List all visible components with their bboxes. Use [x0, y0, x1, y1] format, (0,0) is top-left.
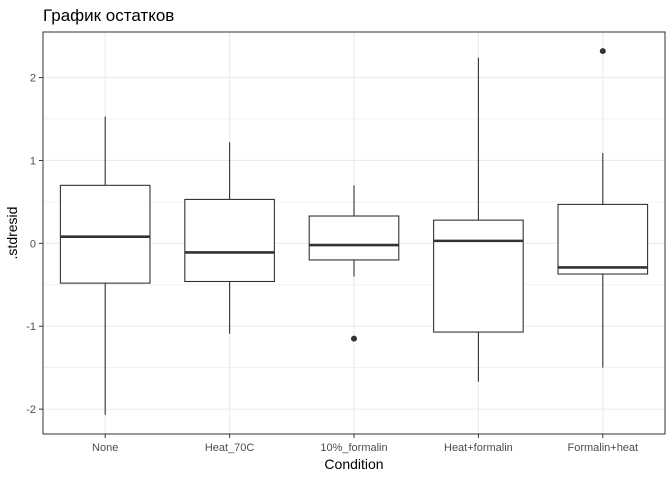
chart-title: График остатков	[43, 6, 174, 25]
x-tick-label: Heat+formalin	[444, 442, 513, 454]
y-tick-label: 0	[30, 238, 36, 250]
iqr-box	[308, 215, 400, 261]
x-tick-label: 10%_formalin	[320, 442, 387, 454]
box-2	[308, 185, 400, 342]
box-4	[557, 48, 649, 368]
iqr-box	[433, 219, 524, 333]
iqr-box	[59, 184, 151, 284]
iqr-box	[184, 198, 275, 283]
y-axis-title: .stdresid	[4, 207, 20, 260]
box-1	[184, 142, 275, 334]
y-tick-label: -2	[26, 404, 36, 416]
outlier-point	[599, 48, 606, 55]
boxes	[59, 48, 649, 415]
x-tick-label: None	[92, 442, 118, 454]
x-tick-label: Formalin+heat	[567, 442, 638, 454]
iqr-box	[557, 203, 649, 275]
y-tick-label: 1	[30, 155, 36, 167]
x-tick-label: Heat_70C	[205, 442, 255, 454]
outlier-point	[351, 335, 357, 342]
y-tick-label: -1	[26, 321, 36, 333]
box-3	[433, 57, 524, 382]
axes: -2 -1 0 1 2 None Heat_70C 10%_formalin Heat+form…	[26, 73, 638, 454]
x-axis-title: Condition	[324, 456, 383, 472]
box-0	[59, 116, 151, 415]
y-tick-label: 2	[30, 73, 36, 85]
